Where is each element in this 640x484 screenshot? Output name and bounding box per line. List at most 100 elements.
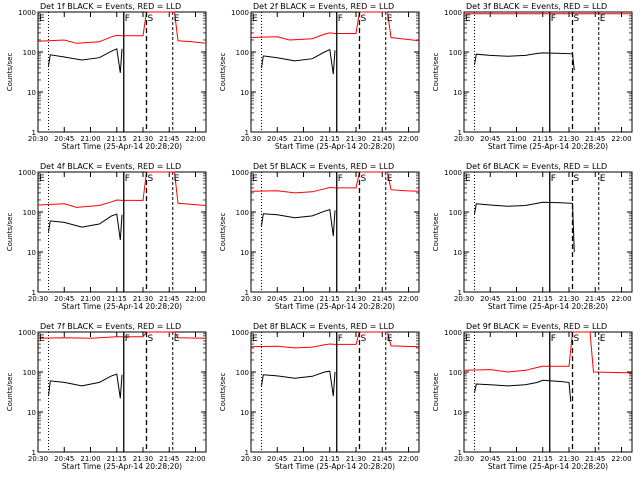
marker-label-e: E (600, 174, 606, 184)
chart-title: Det 7f BLACK = Events, RED = LLD (40, 322, 181, 331)
y-tick-label: 1000 (444, 9, 462, 17)
x-axis-label: Start Time (25-Apr-14 20:28:20) (62, 142, 182, 151)
x-tick-label: 21:00 (293, 295, 313, 303)
y-tick-label: 1 (245, 289, 249, 297)
marker-label-f: F (338, 174, 343, 184)
x-tick-label: 21:30 (559, 455, 579, 463)
series-line-events (48, 373, 123, 399)
x-tick-label: 21:45 (159, 455, 179, 463)
chart-title: Det 8f BLACK = Events, RED = LLD (253, 322, 394, 331)
y-tick-label: 10 (27, 89, 36, 97)
y-axis-label: Counts/sec (219, 373, 227, 412)
series-line-lld (463, 331, 633, 374)
plot-frame (250, 331, 420, 453)
marker-label-s: S (361, 334, 367, 344)
x-tick-label: 21:00 (293, 455, 313, 463)
y-tick-label: 10 (240, 409, 249, 417)
x-tick-label: 21:30 (346, 455, 366, 463)
y-tick-label: 1000 (231, 329, 249, 337)
x-tick-label: 22:00 (185, 135, 205, 143)
marker-label-e: E (600, 14, 606, 24)
y-tick-label: 10 (240, 89, 249, 97)
x-axis-label: Start Time (25-Apr-14 20:28:20) (275, 142, 395, 151)
x-tick-label: 22:00 (185, 455, 205, 463)
marker-label-left-e: E (39, 334, 45, 344)
chart-panel-7: Det 7f BLACK = Events, RED = LLD 1 10 100 10… (6, 322, 207, 471)
series-line-lld (37, 171, 207, 208)
chart-panel-2: Det 2f BLACK = Events, RED = LLD 1 10 100 10… (219, 2, 420, 151)
x-tick-label: 20:45 (267, 455, 287, 463)
x-tick-label: 21:15 (533, 295, 553, 303)
x-tick-label: 20:30 (28, 295, 48, 303)
x-axis-label: Start Time (25-Apr-14 20:28:20) (488, 302, 608, 311)
y-tick-label: 100 (23, 49, 36, 57)
y-tick-label: 100 (449, 49, 462, 57)
marker-label-e: E (174, 14, 180, 24)
x-tick-label: 22:00 (611, 135, 631, 143)
x-tick-label: 21:30 (559, 295, 579, 303)
x-axis-label: Start Time (25-Apr-14 20:28:20) (488, 142, 608, 151)
marker-label-f: F (125, 174, 130, 184)
x-tick-label: 20:30 (454, 135, 474, 143)
plot-frame (37, 331, 207, 453)
x-tick-label: 20:45 (267, 295, 287, 303)
x-tick-label: 21:30 (133, 135, 153, 143)
x-tick-label: 22:00 (398, 455, 418, 463)
y-axis-label: Counts/sec (432, 53, 440, 92)
y-tick-label: 1000 (18, 169, 36, 177)
y-tick-label: 100 (449, 209, 462, 217)
x-tick-label: 21:15 (533, 135, 553, 143)
plot-frame (250, 171, 420, 293)
x-tick-label: 21:45 (585, 295, 605, 303)
x-axis-label: Start Time (25-Apr-14 20:28:20) (62, 302, 182, 311)
series-line-lld (37, 331, 207, 339)
x-axis-label: Start Time (25-Apr-14 20:28:20) (275, 462, 395, 471)
y-axis-label: Counts/sec (432, 373, 440, 412)
y-tick-label: 1000 (444, 169, 462, 177)
x-axis-label: Start Time (25-Apr-14 20:28:20) (488, 462, 608, 471)
y-tick-label: 1 (32, 129, 36, 137)
y-axis-label: Counts/sec (6, 53, 14, 92)
series-line-lld (250, 11, 420, 42)
x-tick-label: 21:45 (159, 295, 179, 303)
x-axis-label: Start Time (25-Apr-14 20:28:20) (62, 462, 182, 471)
series-line-events (474, 379, 572, 402)
chart-title: Det 9f BLACK = Events, RED = LLD (466, 322, 607, 331)
plot-frame (463, 331, 633, 453)
series-line-events (261, 48, 336, 75)
x-tick-label: 20:45 (480, 295, 500, 303)
marker-label-e: E (387, 174, 393, 184)
y-tick-label: 100 (449, 369, 462, 377)
x-tick-label: 22:00 (185, 295, 205, 303)
y-axis-label: Counts/sec (219, 53, 227, 92)
plot-frame (250, 11, 420, 133)
x-tick-label: 20:30 (241, 135, 261, 143)
series-line-events (474, 201, 575, 253)
x-tick-label: 21:15 (533, 455, 553, 463)
x-tick-label: 21:15 (320, 455, 340, 463)
x-tick-label: 21:00 (293, 135, 313, 143)
marker-label-s: S (574, 334, 580, 344)
chart-title: Det 4f BLACK = Events, RED = LLD (40, 162, 181, 171)
x-tick-label: 20:45 (480, 135, 500, 143)
series-line-events (261, 370, 336, 397)
y-tick-label: 1 (458, 449, 462, 457)
x-tick-label: 20:30 (241, 455, 261, 463)
x-tick-label: 22:00 (611, 295, 631, 303)
chart-title: Det 5f BLACK = Events, RED = LLD (253, 162, 394, 171)
marker-label-f: F (338, 14, 343, 24)
chart-title: Det 1f BLACK = Events, RED = LLD (40, 2, 181, 11)
marker-label-s: S (148, 174, 154, 184)
series-line-lld (37, 11, 207, 44)
marker-label-s: S (361, 14, 367, 24)
y-tick-label: 1000 (444, 329, 462, 337)
x-tick-label: 21:30 (346, 295, 366, 303)
x-tick-label: 21:45 (372, 135, 392, 143)
chart-panel-4: Det 4f BLACK = Events, RED = LLD 1 10 100 10… (6, 162, 207, 311)
x-tick-label: 20:45 (267, 135, 287, 143)
x-tick-label: 20:30 (454, 295, 474, 303)
y-tick-label: 1000 (18, 329, 36, 337)
marker-label-f: F (338, 334, 343, 344)
